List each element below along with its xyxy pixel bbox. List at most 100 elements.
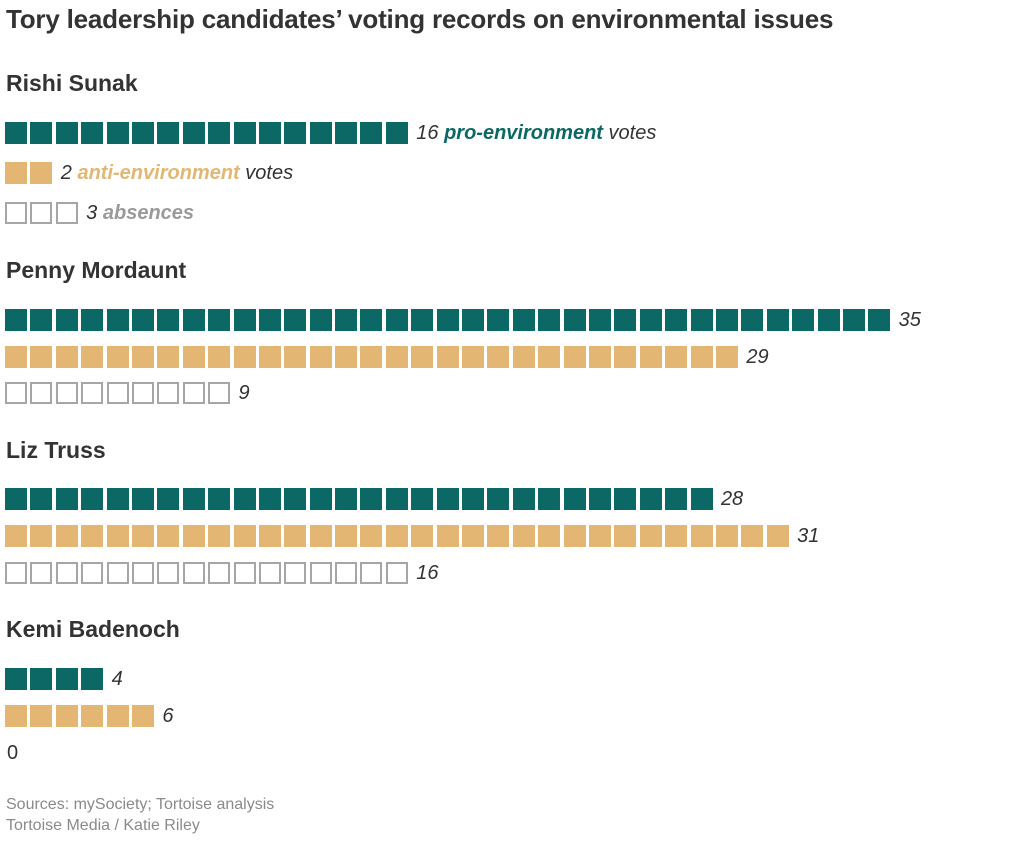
pro-vote-square <box>868 309 891 331</box>
pro-vote-square <box>182 488 205 510</box>
abs-vote-square <box>30 382 53 404</box>
pro-vote-square <box>588 488 611 510</box>
anti-vote-square <box>258 525 281 547</box>
anti-vote-square <box>55 525 78 547</box>
pro-vote-square <box>335 488 358 510</box>
value-label: 0 <box>7 741 19 764</box>
anti-vote-square <box>81 705 104 727</box>
value-label: 16 <box>416 561 439 584</box>
legend-key-abs: absences <box>102 201 195 224</box>
pro-vote-square <box>81 668 104 690</box>
pro-vote-square <box>258 309 281 331</box>
pro-vote-square <box>233 309 256 331</box>
pro-vote-square <box>131 309 154 331</box>
anti-vote-square <box>766 525 789 547</box>
pro-vote-square <box>487 309 510 331</box>
pro-vote-square <box>690 309 713 331</box>
value-label: 29 <box>746 345 769 368</box>
pro-vote-square <box>208 122 231 144</box>
anti-vote-square <box>55 705 78 727</box>
anti-vote-square <box>512 525 535 547</box>
pro-vote-square <box>360 309 383 331</box>
pro-vote-square <box>309 309 332 331</box>
abs-vote-square <box>258 562 281 584</box>
candidate-name-liz-truss: Liz Truss <box>6 437 106 463</box>
kemi-badenoch-anti-row: 6 <box>5 705 173 727</box>
pro-vote-square <box>462 488 485 510</box>
abs-vote-square <box>182 562 205 584</box>
pro-vote-square <box>258 488 281 510</box>
anti-vote-square <box>309 346 332 368</box>
anti-vote-square <box>385 346 408 368</box>
anti-vote-square <box>385 525 408 547</box>
pro-vote-square <box>639 309 662 331</box>
rishi-sunak-abs-row: 3 absences <box>5 202 194 224</box>
pro-vote-square <box>233 488 256 510</box>
pro-vote-square <box>30 488 53 510</box>
pro-vote-square <box>284 309 307 331</box>
pro-vote-square <box>55 668 78 690</box>
anti-vote-square <box>258 346 281 368</box>
anti-vote-square <box>131 346 154 368</box>
legend-key-pro: pro-environment <box>444 121 603 144</box>
pro-vote-square <box>106 488 129 510</box>
pro-vote-square <box>563 488 586 510</box>
abs-vote-square <box>30 202 53 224</box>
value-label: 9 <box>238 381 250 404</box>
pro-vote-square <box>690 488 713 510</box>
pro-vote-square <box>30 668 53 690</box>
pro-vote-square <box>30 122 53 144</box>
pro-vote-square <box>360 122 383 144</box>
abs-vote-square <box>131 562 154 584</box>
liz-truss-abs-row: 16 <box>5 562 439 584</box>
abs-vote-square <box>5 202 27 224</box>
anti-vote-square <box>182 525 205 547</box>
anti-vote-square <box>639 525 662 547</box>
anti-vote-square <box>436 525 459 547</box>
pro-vote-square <box>5 488 27 510</box>
pro-vote-square <box>817 309 840 331</box>
pro-vote-square <box>182 122 205 144</box>
pro-vote-square <box>182 309 205 331</box>
abs-vote-square <box>55 202 78 224</box>
chart-title: Tory leadership candidates’ voting recor… <box>6 4 834 34</box>
anti-vote-square <box>131 705 154 727</box>
pro-vote-square <box>665 488 688 510</box>
anti-vote-square <box>665 346 688 368</box>
abs-vote-square <box>208 562 231 584</box>
abs-vote-square <box>335 562 358 584</box>
anti-vote-square <box>538 346 561 368</box>
candidate-name-rishi-sunak: Rishi Sunak <box>6 70 138 96</box>
value-label: 3 absences <box>86 201 195 224</box>
pro-vote-square <box>665 309 688 331</box>
pro-vote-square <box>81 309 104 331</box>
abs-vote-square <box>233 562 256 584</box>
pro-vote-square <box>436 488 459 510</box>
pro-vote-square <box>335 122 358 144</box>
anti-vote-square <box>360 525 383 547</box>
abs-vote-square <box>131 382 154 404</box>
anti-vote-square <box>335 346 358 368</box>
anti-vote-square <box>131 525 154 547</box>
anti-vote-square <box>81 525 104 547</box>
candidate-name-penny-mordaunt: Penny Mordaunt <box>6 257 187 283</box>
abs-vote-square <box>55 562 78 584</box>
value-label: 16 pro-environment votes <box>416 121 657 144</box>
kemi-badenoch-pro-row: 4 <box>5 668 123 690</box>
pro-vote-square <box>741 309 764 331</box>
anti-vote-square <box>106 705 129 727</box>
value-label: 35 <box>898 308 921 331</box>
pro-vote-square <box>563 309 586 331</box>
anti-vote-square <box>563 525 586 547</box>
abs-vote-square <box>157 562 180 584</box>
liz-truss-pro-row: 28 <box>5 488 743 510</box>
anti-vote-square <box>690 525 713 547</box>
rishi-sunak-anti-row: 2 anti-environment votes <box>5 162 293 184</box>
anti-vote-square <box>487 525 510 547</box>
value-label: 31 <box>797 524 820 547</box>
anti-vote-square <box>588 525 611 547</box>
pro-vote-square <box>335 309 358 331</box>
anti-vote-square <box>5 525 27 547</box>
anti-vote-square <box>30 705 53 727</box>
pro-vote-square <box>766 309 789 331</box>
